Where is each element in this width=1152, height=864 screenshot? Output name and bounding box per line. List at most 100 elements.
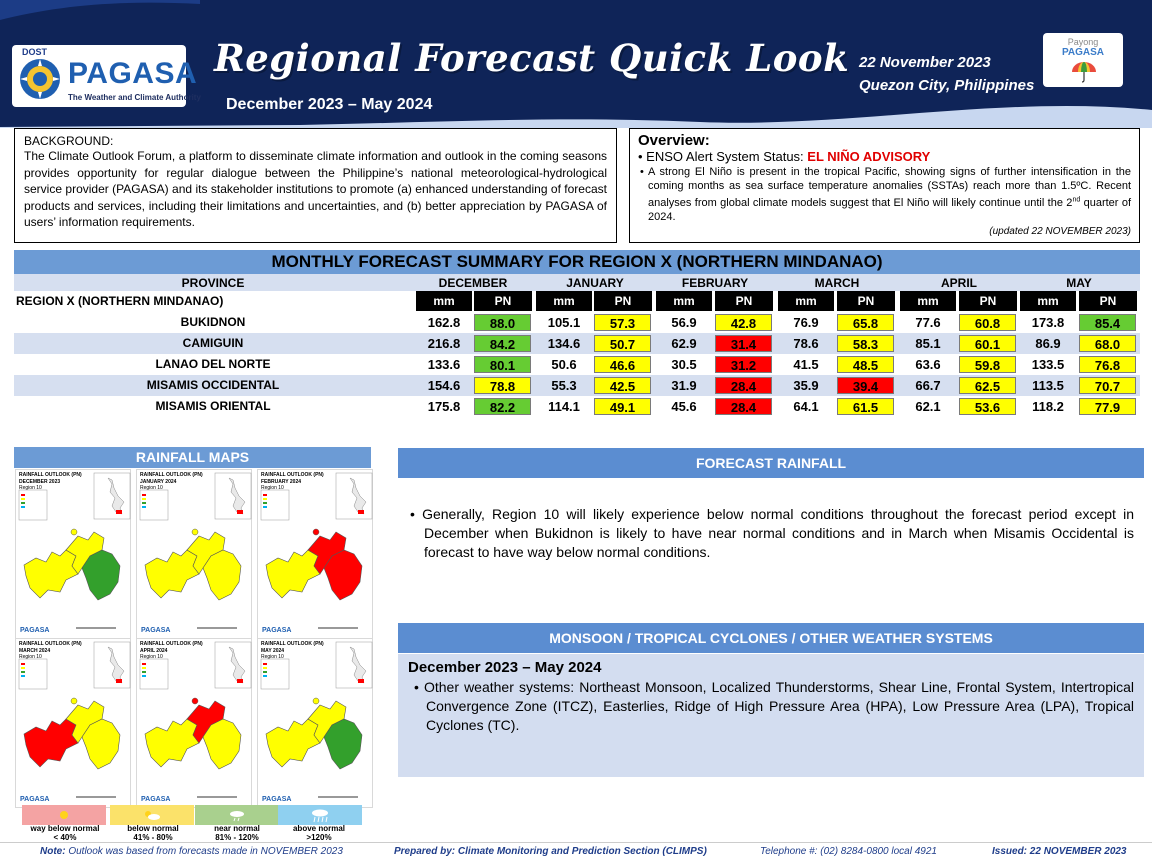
page-title: Regional Forecast Quick Look <box>214 36 850 80</box>
footer: Note: Outlook was based from forecasts m… <box>0 842 1152 864</box>
header-background <box>0 0 1152 128</box>
map-panel-region: Region 10 <box>140 654 163 660</box>
rainfall-mm-cell: 35.9 <box>793 378 819 393</box>
percent-normal-cell: 42.8 <box>715 314 772 331</box>
subheader-pn: PN <box>474 291 532 311</box>
province-name: MISAMIS ORIENTAL <box>155 399 271 413</box>
map-panel-month: FEBRUARY 2024 <box>261 479 302 485</box>
province-name: LANAO DEL NORTE <box>155 357 271 371</box>
payong-pagasa-label: PAGASA <box>1061 47 1105 58</box>
percent-normal-cell: 42.5 <box>594 377 651 394</box>
percent-normal-cell: 60.8 <box>959 314 1016 331</box>
payong-label: Payong <box>1067 37 1099 47</box>
enso-status-badge: EL NIÑO ADVISORY <box>807 149 931 164</box>
region-map-graphic: PAGASA <box>139 472 252 634</box>
region-map-graphic: PAGASA <box>260 641 373 803</box>
rainfall-mm-cell: 63.6 <box>915 357 941 372</box>
rainfall-mm-cell: 55.3 <box>551 378 577 393</box>
pagasa-logo: DOST PAGASA The Weather and Climate Auth… <box>12 45 201 107</box>
percent-normal-cell: 60.1 <box>959 335 1016 352</box>
rainfall-map-panel: PAGASA RAINFALL OUTLOOK (PN) MARCH 2024 Reg… <box>15 638 131 808</box>
subheader-pn: PN <box>1079 291 1137 311</box>
subheader-mm: mm <box>778 291 834 311</box>
footer-note-label: Note: <box>40 846 66 857</box>
region-map-graphic: PAGASA <box>139 641 252 803</box>
month-header-january: JANUARY <box>566 276 624 290</box>
map-panel-title: RAINFALL OUTLOOK (PN) <box>261 472 324 478</box>
forecast-rainfall-title: FORECAST RAINFALL <box>398 448 1144 478</box>
rainfall-mm-cell: 66.7 <box>915 378 941 393</box>
issue-place: Quezon City, Philippines <box>859 77 1035 94</box>
table-row: CAMIGUIN 216.8 84.2 134.6 50.7 62.9 31.4 78.6 58… <box>14 333 1140 354</box>
region-map-graphic: PAGASA <box>18 641 131 803</box>
legend-swatch <box>22 805 106 825</box>
month-header-march: MARCH <box>814 276 860 290</box>
enso-label: ENSO Alert System Status: <box>646 149 808 164</box>
heavy-rain-icon <box>312 809 328 823</box>
legend-range: 41% - 80% <box>133 833 173 842</box>
table-row: MISAMIS ORIENTAL 175.8 82.2 114.1 49.1 45.6 28… <box>14 396 1140 417</box>
sun-cloud-icon <box>145 811 160 820</box>
weather-systems-title: MONSOON / TROPICAL CYCLONES / OTHER WEAT… <box>398 623 1144 653</box>
map-panel-title: RAINFALL OUTLOOK (PN) <box>140 641 203 647</box>
subheader-mm: mm <box>536 291 592 311</box>
month-header-february: FEBRUARY <box>681 276 749 290</box>
map-panel-month: MARCH 2024 <box>19 648 51 654</box>
header-banner: DOST PAGASA The Weather and Climate Auth… <box>0 0 1152 128</box>
rainfall-mm-cell: 105.1 <box>547 315 581 330</box>
rainfall-map-panel: PAGASA RAINFALL OUTLOOK (PN) APRIL 2024 Reg… <box>136 638 252 808</box>
legend-swatch <box>195 805 279 825</box>
footer-telephone: Telephone #: (02) 8284-0800 local 4921 <box>760 846 937 857</box>
rainfall-mm-cell: 76.9 <box>793 315 819 330</box>
percent-normal-cell: 57.3 <box>594 314 651 331</box>
table-row: LANAO DEL NORTE 133.6 80.1 50.6 46.6 30.5 31.2… <box>14 354 1140 375</box>
percent-normal-cell: 62.5 <box>959 377 1016 394</box>
rainfall-mm-cell: 133.6 <box>427 357 461 372</box>
footer-note-text: Outlook was based from forecasts made in… <box>65 846 343 857</box>
percent-normal-cell: 84.2 <box>474 335 531 352</box>
background-text: The Climate Outlook Forum, a platform to… <box>24 149 607 229</box>
map-panel-title: RAINFALL OUTLOOK (PN) <box>261 641 324 647</box>
region-label: REGION X (NORTHERN MINDANAO) <box>14 291 412 311</box>
overview-updated: (updated 22 NOVEMBER 2023) <box>989 225 1131 237</box>
percent-normal-cell: 28.4 <box>715 398 772 415</box>
region-map-graphic: PAGASA <box>260 472 373 634</box>
percent-normal-cell: 58.3 <box>837 335 894 352</box>
subheader-mm: mm <box>1020 291 1076 311</box>
rainfall-mm-cell: 45.6 <box>671 399 697 414</box>
rainfall-map-panel: PAGASA RAINFALL OUTLOOK (PN) JANUARY 2024 R… <box>136 469 252 639</box>
weather-systems-period: December 2023 – May 2024 <box>408 659 602 676</box>
rainfall-mm-cell: 41.5 <box>793 357 819 372</box>
subheader-pn: PN <box>837 291 895 311</box>
percent-normal-cell: 77.9 <box>1079 398 1136 415</box>
map-panel-month: DECEMBER 2023 <box>19 479 61 485</box>
weather-systems-box: December 2023 – May 2024 • Other weather… <box>398 654 1144 777</box>
subheader-mm: mm <box>656 291 712 311</box>
issue-date: 22 November 2023 <box>859 54 991 71</box>
subheader-pn: PN <box>715 291 773 311</box>
table-subheader: REGION X (NORTHERN MINDANAO) mm PN mm PN mm P… <box>14 291 1140 311</box>
rainfall-mm-cell: 30.5 <box>671 357 697 372</box>
rainfall-mm-cell: 64.1 <box>793 399 819 414</box>
percent-normal-cell: 31.4 <box>715 335 772 352</box>
map-panel-region: Region 10 <box>19 654 42 660</box>
legend-category: above normal <box>292 824 345 833</box>
percent-normal-cell: 31.2 <box>715 356 772 373</box>
rainfall-mm-cell: 216.8 <box>427 336 461 351</box>
percent-normal-cell: 76.8 <box>1079 356 1136 373</box>
month-header-april: APRIL <box>941 276 977 290</box>
rainfall-mm-cell: 56.9 <box>671 315 697 330</box>
subheader-mm: mm <box>416 291 472 311</box>
overview-text-body: A strong El Niño is present in the tropi… <box>648 166 1132 223</box>
map-panel-title: RAINFALL OUTLOOK (PN) <box>19 641 82 647</box>
pagasa-seal-icon <box>20 59 60 99</box>
rainfall-mm-cell: 113.5 <box>1032 378 1064 393</box>
subheader-pn: PN <box>594 291 652 311</box>
legend-label: below normal 41% - 80% <box>108 824 198 842</box>
percent-normal-cell: 48.5 <box>837 356 894 373</box>
percent-normal-cell: 59.8 <box>959 356 1016 373</box>
rainfall-maps-title: RAINFALL MAPS <box>14 447 371 468</box>
legend-label: way below normal < 40% <box>20 824 110 842</box>
svg-text:PAGASA: PAGASA <box>141 627 170 634</box>
pagasa-tagline: The Weather and Climate Authority <box>68 93 201 102</box>
